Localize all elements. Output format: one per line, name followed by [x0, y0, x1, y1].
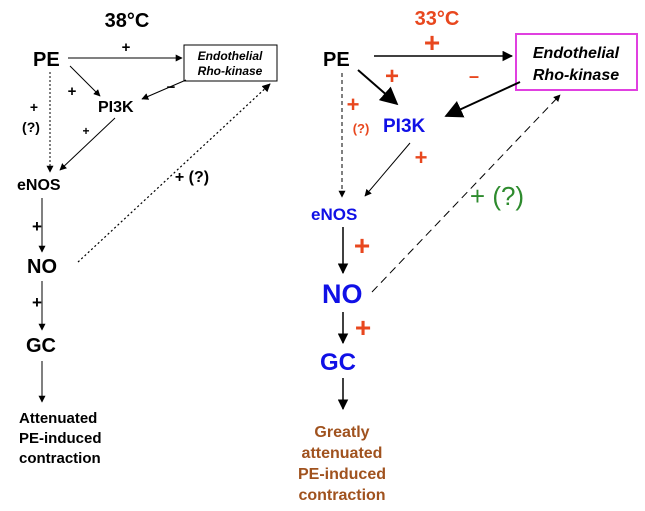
- left-no-node: NO: [27, 256, 57, 278]
- left-sign-pe-rho: +: [122, 39, 131, 56]
- left-enos-node: eNOS: [17, 177, 61, 194]
- right-sign-no-rho: + (?): [470, 181, 524, 211]
- right-outcome-line4: contraction: [298, 487, 385, 504]
- right-arrow-pe-to-pi3k: [357, 69, 399, 106]
- left-sign-pe-pi3k: +: [68, 83, 77, 100]
- left-sign-pe-enos: +: [30, 99, 38, 115]
- left-pi3k-node: PI3K: [98, 99, 134, 116]
- left-arrow-no-to-rho: [77, 83, 271, 263]
- left-rho-kinase-line1: Endothelial: [198, 49, 263, 63]
- left-sign-rho-pi3k: −: [167, 79, 176, 96]
- right-sign-pi3k-enos: +: [415, 145, 428, 170]
- right-arrow-rho-to-pi3k: [444, 81, 521, 118]
- right-arrow-no-to-rho: [371, 94, 561, 293]
- right-panel: 33°C PE Endothelial Rho-kinase PI3K eNOS…: [298, 8, 638, 504]
- left-sign-no-gc: +: [32, 293, 42, 312]
- left-temperature-title: 38°C: [105, 10, 150, 32]
- left-gc-node: GC: [26, 335, 56, 357]
- left-pe-node: PE: [33, 49, 60, 71]
- right-rho-kinase-box: [515, 33, 638, 91]
- right-pi3k-node: PI3K: [383, 116, 426, 137]
- right-arrow-pi3k-to-enos: [364, 142, 411, 197]
- right-outcome-line3: PE-induced: [298, 466, 386, 483]
- left-panel: 38°C PE Endothelial Rho-kinase PI3K eNOS…: [17, 10, 278, 467]
- right-temperature-title: 33°C: [415, 8, 460, 30]
- left-sign-no-rho: + (?): [175, 169, 209, 186]
- right-sign-pe-enos: +: [347, 92, 360, 117]
- right-sign-rho-pi3k: –: [469, 66, 479, 86]
- right-rho-kinase-line1: Endothelial: [533, 45, 620, 62]
- right-rho-kinase-line2: Rho-kinase: [533, 67, 619, 84]
- right-outcome-line1: Greatly: [314, 424, 369, 441]
- left-sign-pi3k-enos: +: [82, 124, 89, 138]
- right-sign-pe-pi3k: +: [385, 63, 399, 90]
- left-sign-pe-enos-question: (?): [22, 119, 40, 135]
- left-sign-enos-no: +: [32, 217, 42, 236]
- right-sign-pe-rho: +: [424, 27, 440, 58]
- left-arrow-pe-to-pi3k: [69, 65, 101, 97]
- right-gc-node: GC: [320, 349, 356, 376]
- left-outcome-line3: contraction: [19, 450, 101, 467]
- right-enos-node: eNOS: [311, 205, 357, 224]
- left-outcome-line2: PE-induced: [19, 430, 102, 447]
- left-rho-kinase-line2: Rho-kinase: [198, 64, 263, 78]
- left-arrow-pi3k-to-enos: [59, 117, 116, 171]
- left-outcome-line1: Attenuated: [19, 410, 97, 427]
- left-arrow-rho-to-pi3k: [141, 79, 187, 100]
- right-sign-no-gc: +: [355, 312, 371, 343]
- right-outcome-line2: attenuated: [302, 445, 383, 462]
- right-pe-node: PE: [323, 49, 350, 71]
- left-rho-kinase-box: [183, 44, 278, 82]
- right-no-node: NO: [322, 279, 363, 309]
- right-sign-enos-no: +: [354, 230, 370, 261]
- right-sign-pe-enos-question: (?): [353, 121, 370, 136]
